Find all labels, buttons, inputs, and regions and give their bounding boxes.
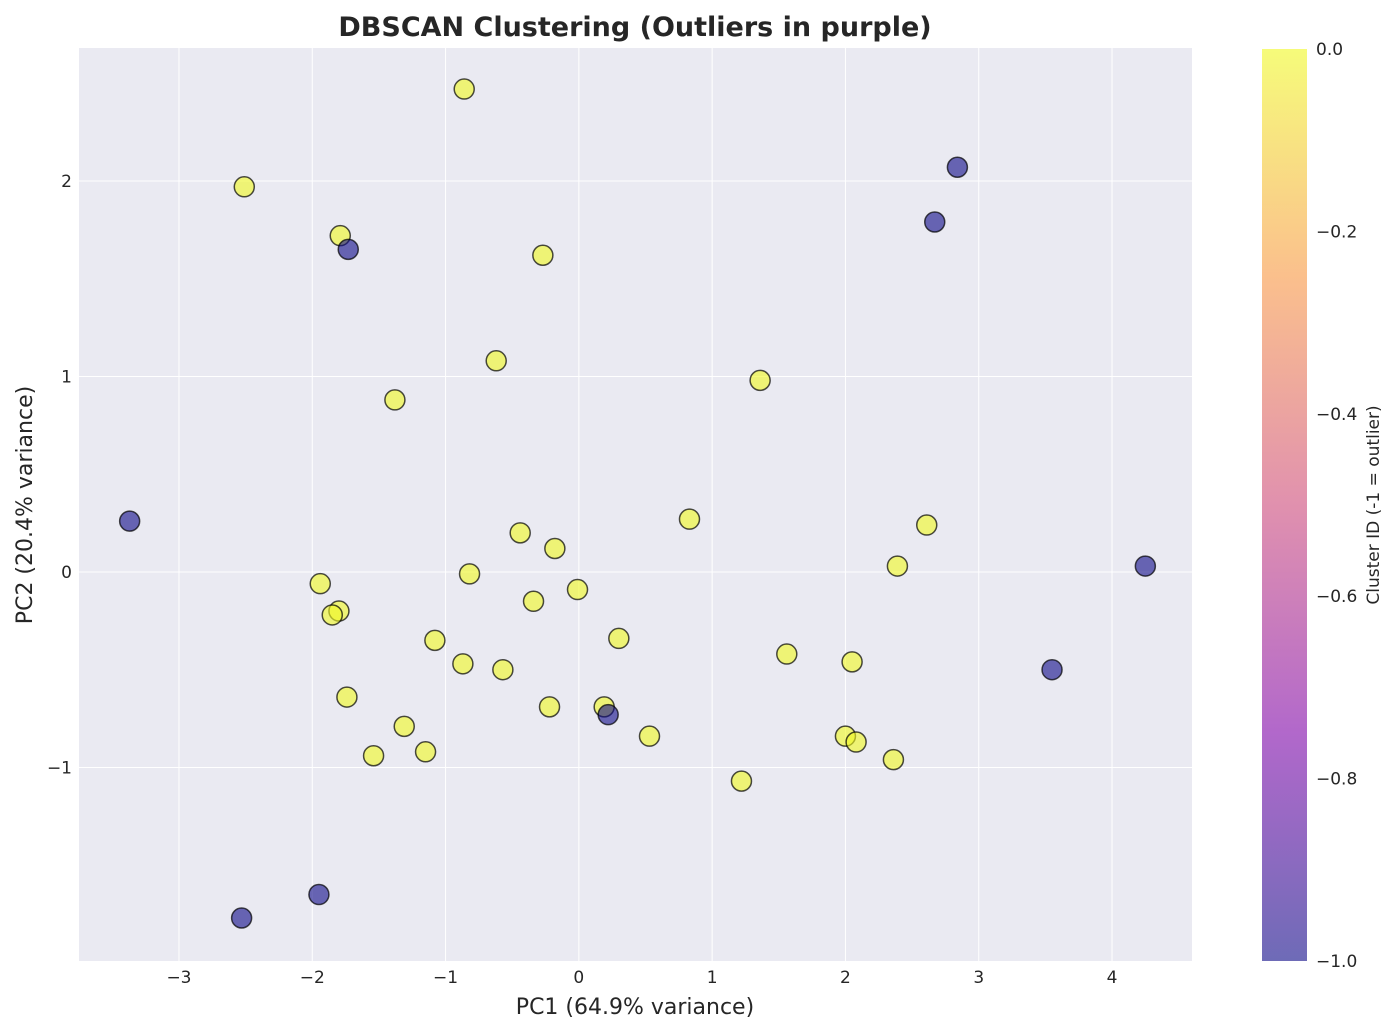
cluster-point xyxy=(678,508,701,530)
cluster-point xyxy=(522,590,545,613)
colorbar-tick-label: −1.0 xyxy=(1316,952,1357,972)
cluster-point xyxy=(321,604,344,626)
y-tick-labels: −1 0 1 2 xyxy=(47,172,72,779)
x-tick-label: 4 xyxy=(1107,968,1118,988)
outlier-point xyxy=(308,883,330,906)
x-tick-label: 3 xyxy=(973,968,984,988)
x-tick-label: 2 xyxy=(840,968,851,988)
colorbar-tick-label: 0.0 xyxy=(1316,40,1343,60)
cluster-point xyxy=(845,731,867,753)
colorbar-ticks: 0.0 −0.2 −0.4 −0.6 −0.8 −1.0 xyxy=(1316,40,1357,972)
cluster-point xyxy=(453,78,475,100)
outlier-point xyxy=(230,907,253,929)
grid xyxy=(79,48,1192,961)
cluster-point xyxy=(233,176,256,198)
y-axis-label: PC2 (20.4% variance) xyxy=(13,386,38,624)
y-tick-label: 1 xyxy=(61,367,72,387)
cluster-point xyxy=(544,537,566,560)
x-tick-label: −1 xyxy=(433,968,458,988)
cluster-point xyxy=(393,715,415,738)
cluster-point xyxy=(492,658,514,681)
cluster-point xyxy=(886,555,909,577)
cluster-point xyxy=(749,369,771,392)
x-tick-label: −3 xyxy=(166,968,191,988)
plot-area xyxy=(79,48,1192,961)
cluster-point xyxy=(608,627,630,650)
x-tick-labels: −3 −2 −1 0 1 2 3 4 xyxy=(166,968,1117,988)
cluster-point xyxy=(841,651,863,673)
x-axis-label: PC1 (64.9% variance) xyxy=(516,995,754,1020)
cluster-point xyxy=(730,770,753,792)
outlier-point xyxy=(1041,658,1063,681)
data-points xyxy=(118,78,1157,929)
cluster-point xyxy=(776,643,798,665)
colorbar-tick-label: −0.6 xyxy=(1316,587,1357,607)
y-tick-label: −1 xyxy=(47,758,72,778)
outlier-point xyxy=(923,211,946,233)
x-tick-label: −2 xyxy=(300,968,325,988)
outlier-point xyxy=(946,156,969,179)
colorbar-label: Cluster ID (-1 = outlier) xyxy=(1364,405,1384,604)
cluster-point xyxy=(384,389,406,411)
cluster-point xyxy=(915,514,938,536)
cluster-point xyxy=(336,686,358,708)
cluster-point xyxy=(458,563,481,585)
colorbar-tick-label: −0.4 xyxy=(1316,405,1357,425)
cluster-point xyxy=(309,572,332,595)
cluster-point xyxy=(485,350,507,372)
x-tick-label: 1 xyxy=(707,968,718,988)
cluster-point xyxy=(882,748,905,771)
x-tick-label: 0 xyxy=(573,968,584,988)
colorbar-tick-label: −0.8 xyxy=(1316,770,1357,790)
colorbar xyxy=(1262,49,1307,961)
outlier-point xyxy=(597,703,619,726)
outlier-point xyxy=(118,510,141,532)
cluster-point xyxy=(414,741,437,763)
cluster-point xyxy=(509,522,531,544)
colorbar-tick-label: −0.2 xyxy=(1316,222,1357,242)
y-tick-label: 0 xyxy=(61,563,72,583)
y-tick-label: 2 xyxy=(61,172,72,192)
cluster-point xyxy=(638,725,661,747)
chart-title: DBSCAN Clustering (Outliers in purple) xyxy=(338,12,931,43)
cluster-point xyxy=(424,629,446,652)
outlier-point xyxy=(1134,555,1157,577)
cluster-point xyxy=(452,653,474,675)
cluster-point xyxy=(566,578,589,601)
cluster-point xyxy=(538,696,561,718)
cluster-point xyxy=(362,744,385,767)
outlier-point xyxy=(337,238,360,261)
cluster-point xyxy=(532,244,554,266)
